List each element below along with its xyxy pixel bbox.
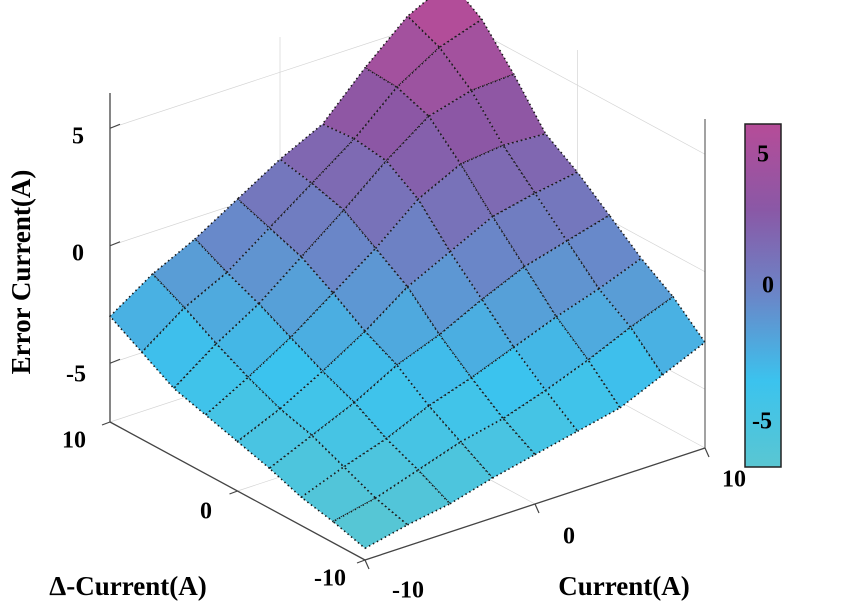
surface-patch [173, 342, 249, 416]
surface-patch [438, 18, 515, 92]
surface-patch [470, 73, 547, 147]
surface-patch [417, 441, 494, 505]
surface-patch [311, 138, 388, 211]
surface-patch [523, 240, 600, 318]
colorbar-tick-pos5: 5 [757, 142, 769, 168]
y-tick-neg10: -10 [314, 566, 346, 592]
colorbar-tick-neg5: -5 [752, 409, 772, 435]
surface-patch [544, 359, 621, 433]
surface-patch [342, 437, 419, 500]
surface-patch [449, 215, 526, 301]
surface-patch [364, 15, 441, 89]
z-tick-mark [109, 123, 121, 129]
surface-mesh [109, 0, 706, 550]
colorbar [744, 123, 782, 468]
x-tick-mark [364, 559, 370, 570]
surface-patch [236, 408, 313, 470]
x-tick-mark [534, 503, 540, 514]
y-tick-0: 0 [200, 499, 212, 525]
y-tick-10: 10 [62, 428, 86, 454]
x-tick-neg10: -10 [392, 578, 424, 604]
surface-patch [141, 306, 218, 390]
colorbar-tick-0: 0 [762, 273, 774, 299]
surface-patch [534, 171, 611, 242]
z-tick-mark [109, 241, 121, 247]
surface-patch [459, 144, 536, 218]
surface-patch [396, 333, 473, 407]
surface-patch [342, 160, 419, 250]
y-tick-mark [356, 559, 366, 564]
surface-patch [332, 497, 409, 550]
x-tick-mark [704, 447, 710, 458]
surface-patch [406, 0, 483, 49]
x-tick-10: 10 [722, 467, 746, 493]
surface-patch [321, 67, 398, 140]
surface-patch [279, 370, 356, 437]
surface-patch [374, 469, 451, 526]
surface-patch [204, 376, 281, 443]
z-axis-label: Error Current(A) [6, 170, 36, 375]
x-tick-0: 0 [563, 524, 575, 550]
surface-patch [470, 346, 547, 420]
z-tick-0: 0 [72, 241, 84, 267]
surface-patch [502, 133, 579, 195]
z-tick-neg5: -5 [66, 362, 86, 388]
surface-patch [364, 286, 441, 367]
surface-patch [353, 364, 430, 440]
surface-patch [268, 434, 345, 499]
y-tick-mark [229, 490, 238, 495]
z-tick-mark [109, 358, 121, 364]
surface-patch [629, 295, 706, 376]
surface-patch [226, 227, 303, 305]
surface-patch [459, 417, 536, 479]
y-tick-mark [101, 421, 111, 426]
z-tick-pos5: 5 [72, 124, 84, 150]
colorbar-ticks: 5 0 -5 [752, 142, 774, 435]
surface-patch [215, 303, 292, 379]
surface-patch [183, 271, 260, 345]
surface-patch [491, 192, 568, 268]
surface-patch [566, 214, 643, 290]
x-axis-label: Current(A) [558, 571, 689, 601]
surface-patch [438, 298, 515, 379]
surface-patch [427, 89, 504, 165]
y-axis-label: Δ-Current(A) [49, 571, 206, 601]
tick-labels: 5 0 -5 10 0 -10 -10 0 10 [62, 124, 746, 604]
